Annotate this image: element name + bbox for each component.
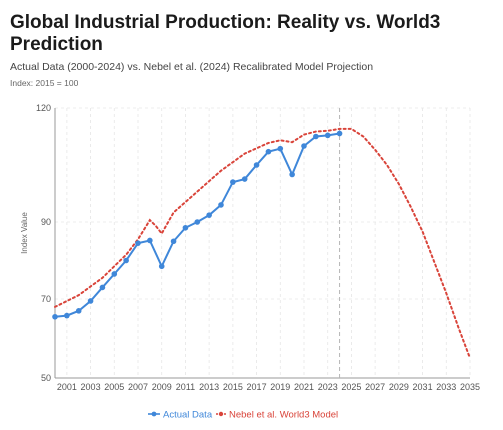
legend-marker-actual: [151, 411, 157, 417]
data-point-actual: [253, 162, 260, 168]
y-tick-label: 70: [41, 294, 51, 304]
x-tick-label: 2001: [57, 382, 77, 392]
data-point-actual: [289, 171, 295, 178]
data-point-actual: [75, 308, 82, 314]
series-line-actual: [54, 132, 340, 318]
data-point-actual: [265, 148, 272, 155]
data-point-actual: [336, 130, 343, 137]
data-point-actual: [123, 257, 129, 264]
data-point-actual: [313, 133, 319, 140]
x-tick-label: 2013: [199, 382, 219, 392]
chart-subtitle: Actual Data (2000-2024) vs. Nebel et al.…: [10, 61, 374, 73]
data-point-actual: [324, 132, 331, 139]
x-tick-label: 2031: [413, 382, 433, 392]
data-point-actual: [111, 271, 118, 277]
y-tick-label: 50: [41, 373, 51, 383]
data-point-actual: [135, 240, 141, 246]
x-tick-label: 2005: [104, 382, 124, 392]
data-point-actual: [87, 298, 94, 304]
chart-title: Global Industrial Production: Reality vs…: [10, 12, 441, 55]
y-tick-label: 90: [41, 217, 51, 227]
legend-marker-model: [218, 411, 224, 417]
data-point-actual: [147, 237, 153, 244]
data-point-actual: [99, 284, 106, 291]
legend: [148, 411, 226, 417]
x-tick-label: 2035: [460, 382, 480, 392]
data-point-actual: [182, 224, 189, 231]
x-tick-label: 2023: [318, 382, 338, 392]
x-tick-label: 2011: [176, 382, 195, 392]
x-tick-label: 2021: [294, 382, 314, 392]
y-axis-label: Index Value: [20, 212, 29, 254]
data-point-actual: [158, 263, 165, 270]
x-tick-label: 2025: [341, 382, 361, 392]
series-line-model: [54, 127, 471, 360]
x-tick-label: 2033: [436, 382, 456, 392]
x-tick-label: 2007: [128, 382, 148, 392]
data-point-actual: [277, 145, 284, 152]
index-note: Index: 2015 = 100: [10, 78, 79, 88]
data-point-actual: [170, 238, 177, 245]
data-point-actual: [194, 219, 201, 225]
x-tick-label: 2015: [223, 382, 243, 392]
x-tick-label: 2027: [365, 382, 385, 392]
grid-lines: [55, 107, 471, 379]
data-point-actual: [206, 212, 212, 218]
y-tick-label: 120: [36, 103, 51, 113]
legend-label-model: Nebel et al. World3 Model: [229, 410, 338, 421]
x-tick-label: 2029: [389, 382, 409, 392]
data-point-actual: [230, 179, 236, 185]
legend-label-actual: Actual Data: [163, 410, 213, 421]
data-point-actual: [64, 312, 70, 319]
data-point-actual: [218, 202, 224, 208]
data-point-actual: [301, 143, 307, 149]
x-tick-label: 2009: [152, 382, 172, 392]
data-point-actual: [241, 176, 248, 182]
x-tick-label: 2019: [270, 382, 290, 392]
data-point-actual: [52, 313, 58, 320]
x-tick-label: 2017: [247, 382, 267, 392]
x-tick-label: 2003: [81, 382, 101, 392]
